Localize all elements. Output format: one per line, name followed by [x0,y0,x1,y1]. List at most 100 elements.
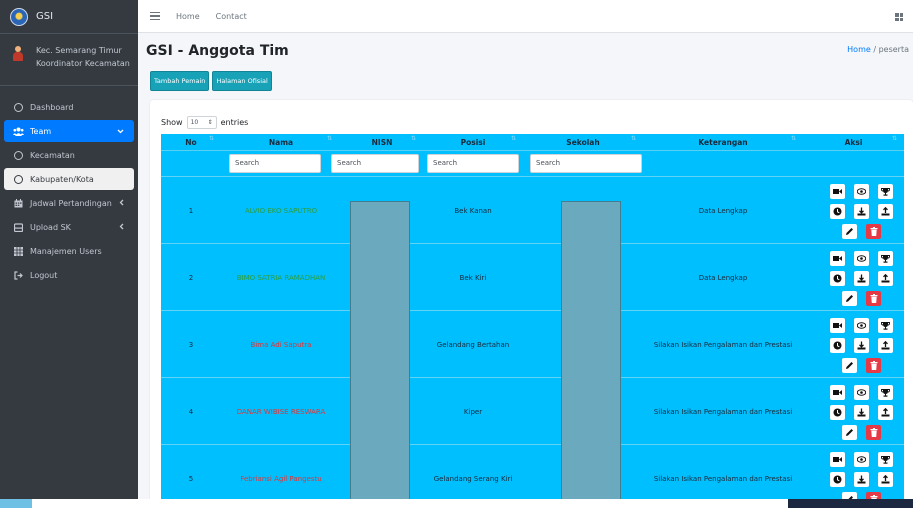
sidebar-item-upload-sk[interactable]: Upload SK [4,216,134,238]
users-icon [12,127,24,136]
clock-action-button[interactable] [830,338,845,353]
hamburger-menu-icon[interactable] [150,12,160,20]
cell-keterangan: Silakan Isikan Pengalaman dan Prestasi [653,407,793,416]
table-row: 1 ALVIO EKO SAPUTRO Bek Kanan Data Lengkap [161,176,904,243]
trash-action-button[interactable] [866,224,881,239]
user-info: Kec. Semarang Timur Koordinator Kecamata… [36,44,130,73]
sort-indicator-icon: ⇅ [791,135,797,142]
table-header: No Nama NISN Posisi Sekolah Keterangan A… [161,134,904,151]
download-action-button[interactable] [854,472,869,487]
column-header-keterangan[interactable]: Keterangan [698,138,748,147]
download-action-button[interactable] [854,204,869,219]
trash-icon [870,227,878,236]
edit-action-button[interactable] [842,224,857,239]
sort-indicator-icon: ⇅ [511,135,517,142]
cell-no: 4 [188,407,194,416]
search-input-sekolah[interactable]: Search [530,154,642,173]
video-action-button[interactable] [830,452,845,467]
top-link-home[interactable]: Home [176,11,200,21]
video-action-button[interactable] [830,318,845,333]
upload-icon [881,274,890,283]
sort-indicator-icon: ⇅ [631,135,637,142]
trash-action-button[interactable] [866,358,881,373]
clock-action-button[interactable] [830,271,845,286]
eye-action-button[interactable] [854,184,869,199]
column-header-sekolah[interactable]: Sekolah [566,138,600,147]
clock-action-button[interactable] [830,472,845,487]
column-header-aksi[interactable]: Aksi [844,138,863,147]
trophy-action-button[interactable] [878,452,893,467]
trophy-action-button[interactable] [878,318,893,333]
sidebar-item-logout[interactable]: Logout [4,264,134,286]
sidebar-item-jadwal-pertandingan[interactable]: Jadwal Pertandingan [4,192,134,214]
trophy-icon [881,321,890,330]
circle-icon [12,150,24,160]
user-panel[interactable]: Kec. Semarang Timur Koordinator Kecamata… [0,34,138,86]
cell-no: 3 [188,340,194,349]
cell-keterangan: Data Lengkap [698,206,748,215]
tambah-pemain-button[interactable]: Tambah Pemain [150,71,210,91]
video-action-button[interactable] [830,184,845,199]
video-action-button[interactable] [830,251,845,266]
show-label: Show [161,118,183,127]
column-header-nama[interactable]: Nama [268,138,294,147]
download-action-button[interactable] [854,271,869,286]
halaman-ofisial-button[interactable]: Halaman Ofisial [212,71,272,91]
eye-action-button[interactable] [854,318,869,333]
upload-action-button[interactable] [878,405,893,420]
upload-icon [881,207,890,216]
sidebar-item-kecamatan[interactable]: Kecamatan [4,144,134,166]
top-link-contact[interactable]: Contact [215,11,247,21]
clock-action-button[interactable] [830,204,845,219]
search-input-posisi[interactable]: Search [427,154,519,173]
upload-action-button[interactable] [878,271,893,286]
trophy-action-button[interactable] [878,251,893,266]
trash-action-button[interactable] [866,425,881,440]
video-action-button[interactable] [830,385,845,400]
sidebar-item-label: Kecamatan [30,150,75,160]
breadcrumb-separator: / [873,45,877,54]
breadcrumb-home[interactable]: Home [847,45,871,54]
column-header-no[interactable]: No [185,138,197,147]
upload-action-button[interactable] [878,204,893,219]
sidebar-item-manajemen-users[interactable]: Manajemen Users [4,240,134,262]
clock-action-button[interactable] [830,405,845,420]
topbar: Home Contact [138,0,913,33]
sort-indicator-icon: ⇅ [411,135,417,142]
fullscreen-grid-icon[interactable] [895,13,903,21]
cell-nama: Bima Adi Saputra [250,340,312,349]
upload-action-button[interactable] [878,472,893,487]
column-header-nisn[interactable]: NISN [371,138,393,147]
trophy-action-button[interactable] [878,184,893,199]
sidebar-item-label: Upload SK [30,222,71,232]
cell-no: 1 [188,206,194,215]
eye-action-button[interactable] [854,385,869,400]
entries-select[interactable]: 10 ⇕ [186,116,217,129]
edit-icon [845,428,854,437]
eye-action-button[interactable] [854,251,869,266]
download-icon [857,274,866,283]
sort-indicator-icon: ⇅ [327,135,333,142]
edit-action-button[interactable] [842,425,857,440]
trash-action-button[interactable] [866,291,881,306]
upload-action-button[interactable] [878,338,893,353]
sidebar-item-kabupaten-kota[interactable]: Kabupaten/Kota [4,168,134,190]
cell-posisi: Kiper [463,407,483,416]
cell-keterangan: Silakan Isikan Pengalaman dan Prestasi [653,340,793,349]
column-header-posisi[interactable]: Posisi [460,138,486,147]
edit-action-button[interactable] [842,358,857,373]
cell-posisi: Gelandang Serang Kiri [433,474,513,483]
search-input-nama[interactable]: Search [229,154,321,173]
sidebar-item-team[interactable]: Team [4,120,134,142]
eye-action-button[interactable] [854,452,869,467]
edit-action-button[interactable] [842,291,857,306]
sidebar-item-dashboard[interactable]: Dashboard [4,96,134,118]
eye-icon [857,456,866,463]
download-action-button[interactable] [854,338,869,353]
search-input-nisn[interactable]: Search [331,154,419,173]
brand-link[interactable]: GSI [0,0,138,34]
entries-label: entries [220,118,249,127]
download-action-button[interactable] [854,405,869,420]
trophy-action-button[interactable] [878,385,893,400]
download-icon [857,475,866,484]
